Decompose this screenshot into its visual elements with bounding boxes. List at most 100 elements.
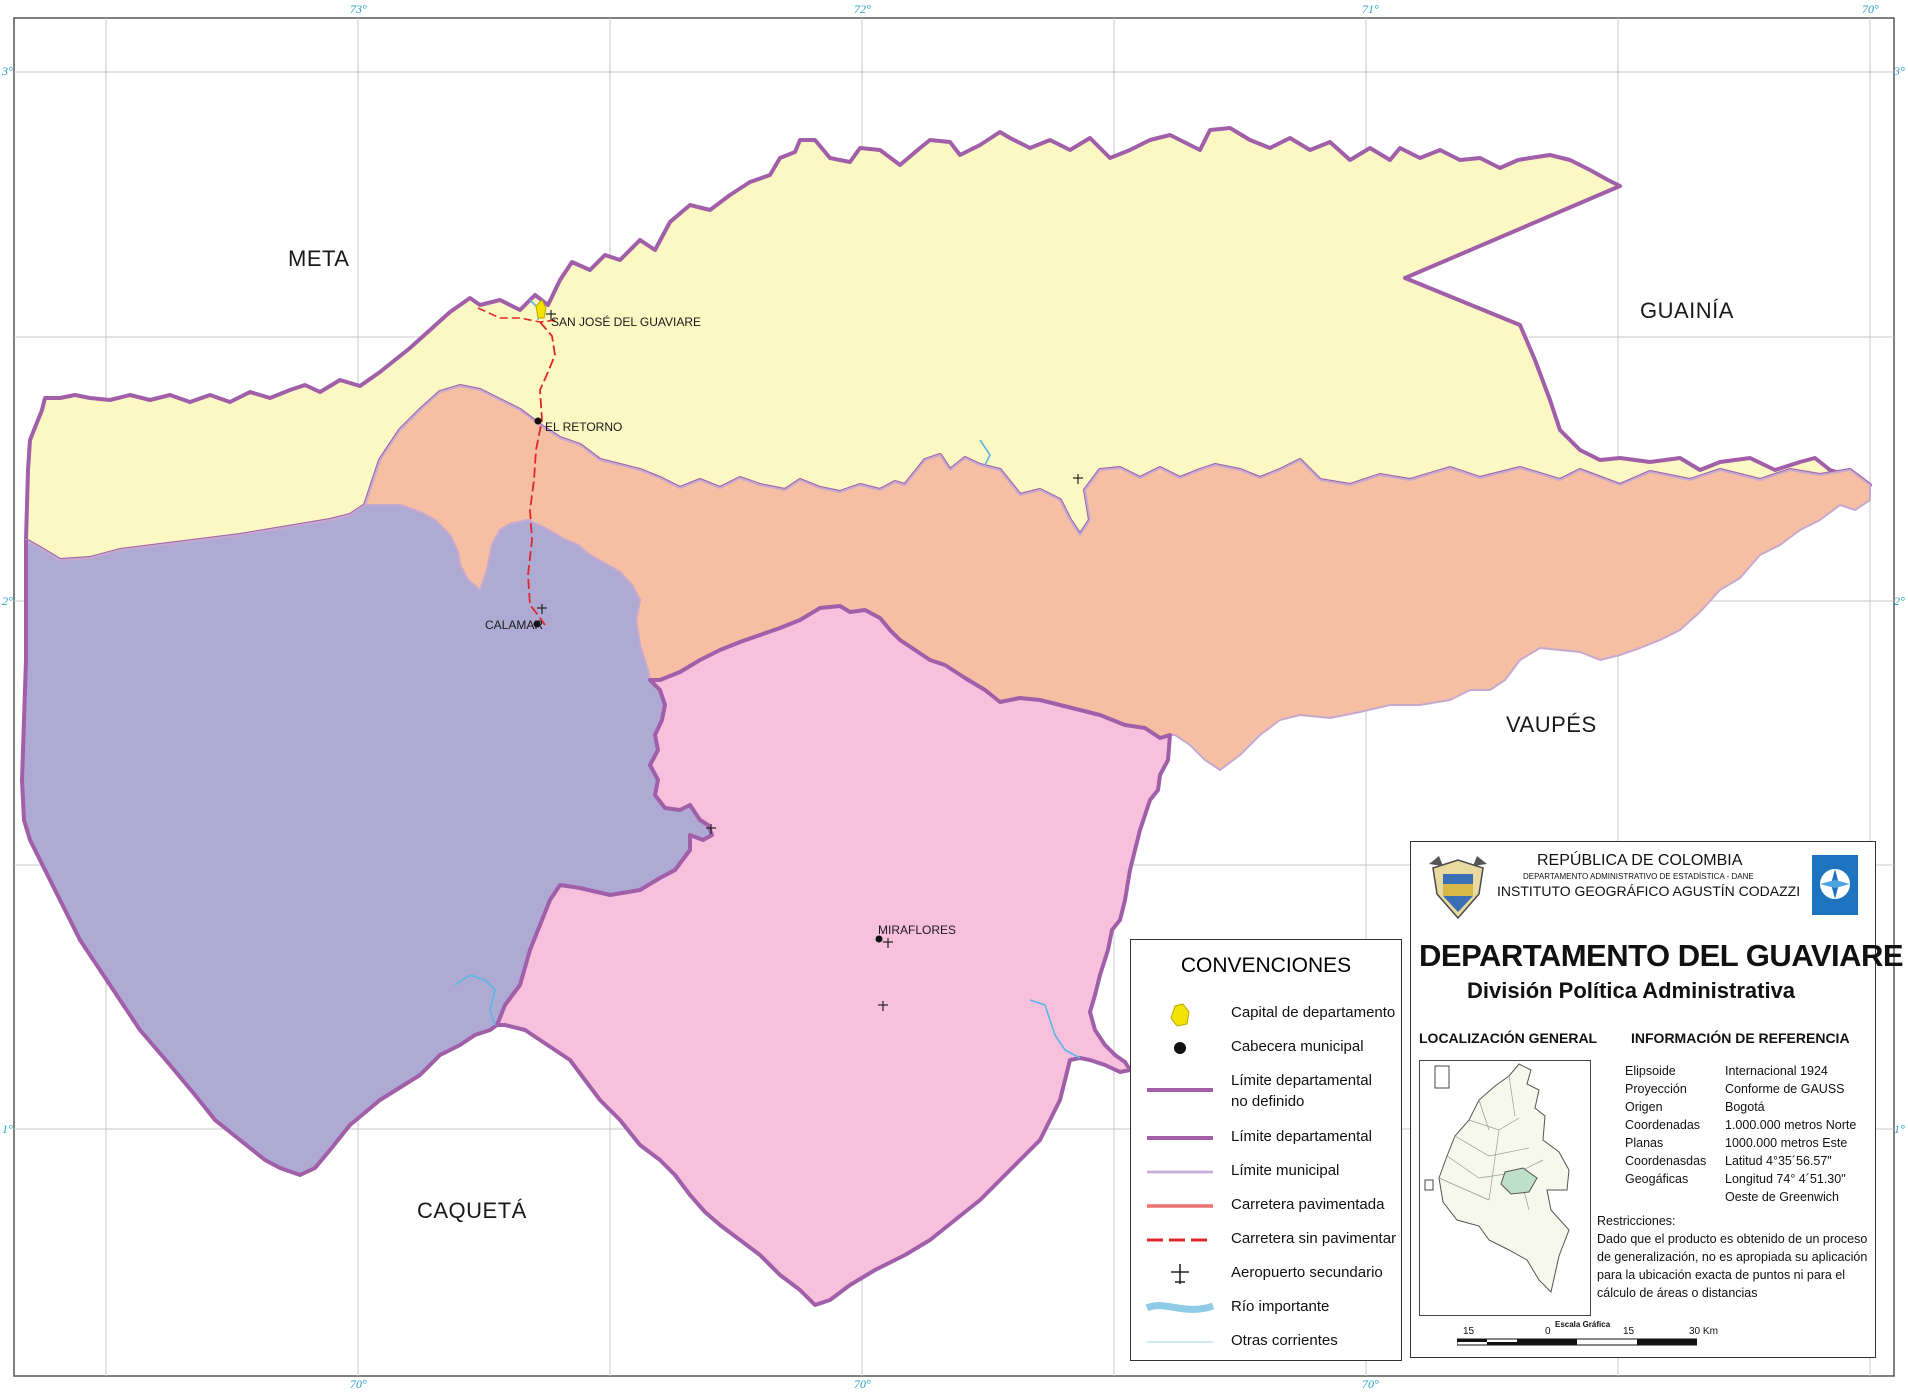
reference-value: Conforme de GAUSS — [1725, 1082, 1845, 1096]
river-segment — [979, 439, 991, 466]
reference-value: 1000.000 metros Este — [1725, 1136, 1848, 1150]
reference-key: Elipsoide — [1625, 1064, 1676, 1078]
town-dot-calamar — [533, 620, 541, 628]
legend-item: Límite municipal — [1131, 1158, 1401, 1190]
town-dot-icon — [1174, 1042, 1186, 1054]
legend-label: Cabecera municipal — [1231, 1038, 1364, 1055]
river-segment — [454, 974, 496, 1026]
neighbor-meta: META — [288, 246, 350, 271]
location-inset-map — [1419, 1060, 1591, 1316]
legend-label: Carretera sin pavimentar — [1231, 1230, 1397, 1247]
legend-item: Carretera pavimentada — [1131, 1192, 1401, 1224]
airports — [537, 310, 1083, 1011]
paved-road-line — [1147, 1204, 1213, 1208]
airport-icon — [537, 604, 547, 614]
town-label-miraflores: MIRAFLORES — [878, 923, 957, 937]
reference-heading: INFORMACIÓN DE REFERENCIA — [1631, 1030, 1850, 1046]
town-label-el-retorno: EL RETORNO — [545, 420, 623, 434]
scale-tick: 0 — [1545, 1326, 1551, 1337]
restrictions-line: de generalización, no es apropiada su ap… — [1597, 1250, 1868, 1264]
municipality-miraflores — [495, 604, 1172, 1307]
neighbor-vaupes: VAUPÉS — [1506, 712, 1597, 737]
airport-icon — [878, 1001, 888, 1011]
neighbor-guainia: GUAINÍA — [1640, 298, 1734, 323]
restrictions-line: para la ubicación exacta de puntos ni pa… — [1597, 1268, 1846, 1282]
scale-tick: 15 — [1623, 1326, 1635, 1337]
restrictions-heading: Restricciones: — [1597, 1214, 1676, 1228]
country-name: REPÚBLICA DE COLOMBIA — [1537, 852, 1743, 869]
town-label-calamar: CALAMAR — [485, 618, 544, 632]
reference-key: Planas — [1625, 1136, 1664, 1150]
undefined-boundary-line — [1147, 1088, 1213, 1092]
legend-item: Límite departamental — [1131, 1124, 1401, 1156]
legend-label: Aeropuerto secundario — [1231, 1264, 1383, 1281]
legend-item: Río importante — [1131, 1294, 1401, 1326]
scale-title: Escala Gráfica — [1555, 1320, 1611, 1329]
lon-label: 71° — [1362, 2, 1379, 16]
lat-label: 3° — [1894, 64, 1905, 78]
legend-label: Límite departamental no definido — [1231, 1072, 1372, 1110]
map-subtitle: División Política Administrativa — [1467, 978, 1796, 1003]
airport-icon — [1171, 1264, 1189, 1284]
legend-label: Carretera pavimentada — [1231, 1196, 1385, 1213]
institute-name: INSTITUTO GEOGRÁFICO AGUSTÍN CODAZZI — [1497, 883, 1801, 899]
lat-label: 3° — [2, 64, 13, 78]
reference-key: Origen — [1625, 1100, 1663, 1114]
river-segment — [1029, 999, 1081, 1059]
reference-value: Longitud 74° 4´51.30" — [1725, 1172, 1846, 1186]
capital-icon — [1170, 1003, 1190, 1027]
minor-stream-line — [1147, 1341, 1213, 1343]
municipal-boundary-line — [1147, 1170, 1213, 1174]
department-boundary-west — [20, 540, 499, 1177]
scale-tick: 30 Km — [1689, 1326, 1718, 1337]
igac-logo-icon — [1812, 855, 1858, 915]
highlighted-guaviare — [1500, 1167, 1538, 1195]
reference-value: Oeste de Greenwich — [1725, 1190, 1839, 1204]
scale-tick: 15 — [1463, 1326, 1475, 1337]
reference-value: 1.000.000 metros Norte — [1725, 1118, 1857, 1132]
title-info-panel: REPÚBLICA DE COLOMBIA DEPARTAMENTO ADMIN… — [1410, 841, 1904, 1358]
restrictions-line: Dado que el producto es obtenido de un p… — [1597, 1232, 1868, 1246]
lat-label: 2° — [1894, 594, 1905, 608]
reference-key: Proyección — [1625, 1082, 1687, 1096]
dane-name: DEPARTAMENTO ADMINISTRATIVO DE ESTADÍSTI… — [1523, 872, 1754, 881]
lon-label: 70° — [350, 1377, 367, 1391]
reference-value: Bogotá — [1725, 1100, 1765, 1114]
department-boundary-line — [1147, 1136, 1213, 1140]
lon-label: 70° — [854, 1377, 871, 1391]
restrictions-line: cálculo de áreas o distancias — [1597, 1286, 1758, 1300]
lat-label: 2° — [2, 594, 13, 608]
unpaved-road-line — [1147, 1238, 1213, 1242]
lon-label: 70° — [1862, 2, 1879, 16]
roads — [477, 307, 557, 626]
lon-label: 72° — [854, 2, 871, 16]
map-title: DEPARTAMENTO DEL GUAVIARE — [1419, 938, 1904, 973]
legend-item: Límite departamental no definido — [1131, 1068, 1401, 1112]
airport-icon — [883, 938, 893, 948]
reference-key: Coordenadas — [1625, 1118, 1701, 1132]
legend-label: Otras corrientes — [1231, 1332, 1338, 1349]
lat-label: 1° — [2, 1122, 13, 1136]
legend-title: CONVENCIONES — [1180, 954, 1352, 977]
legend-panel: CONVENCIONES Capital de departamento Cab… — [1130, 939, 1402, 1361]
airport-icon — [546, 310, 556, 320]
lon-label: 73° — [350, 2, 367, 16]
town-label-san-jose: SAN JOSÉ DEL GUAVIARE — [551, 315, 702, 329]
legend-label: Límite municipal — [1231, 1162, 1340, 1179]
town-dot-el-retorno — [534, 417, 542, 425]
legend-label: Límite departamental — [1231, 1128, 1372, 1145]
scale-bar — [1457, 1338, 1697, 1346]
legend-item: Aeropuerto secundario — [1131, 1260, 1401, 1292]
reference-key: Geogáficas — [1625, 1172, 1689, 1186]
capital-marker — [535, 299, 547, 319]
airport-icon — [706, 824, 716, 834]
legend-item: Carretera sin pavimentar — [1131, 1226, 1401, 1258]
location-heading: LOCALIZACIÓN GENERAL — [1419, 1030, 1598, 1046]
town-dot-miraflores — [875, 935, 883, 943]
legend-label: Río importante — [1231, 1298, 1330, 1315]
airport-icon — [1073, 474, 1083, 484]
legend-label: Capital de departamento — [1231, 1004, 1396, 1021]
lon-label: 70° — [1362, 1377, 1379, 1391]
reference-key: Coordenasdas — [1625, 1154, 1707, 1168]
legend-item: Otras corrientes — [1131, 1328, 1401, 1360]
